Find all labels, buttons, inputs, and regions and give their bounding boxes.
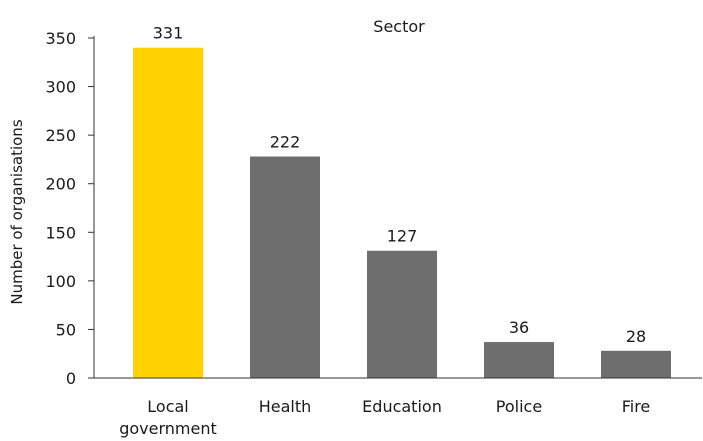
y-tick-label: 250 <box>45 126 76 145</box>
y-tick-label: 0 <box>66 369 76 388</box>
bars <box>133 47 671 378</box>
data-label: 127 <box>387 227 418 246</box>
bar-fire <box>601 350 671 378</box>
y-tick-label: 100 <box>45 272 76 291</box>
bar-local-government <box>133 47 203 378</box>
chart-title: Sector <box>373 17 425 36</box>
y-tick-label: 150 <box>45 223 76 242</box>
data-label: 28 <box>626 327 646 346</box>
y-tick-label: 50 <box>56 320 76 339</box>
y-axis-ticks: 0 50 100 150 200 250 300 350 <box>45 29 94 388</box>
data-label: 222 <box>270 133 301 152</box>
x-category-label: Local <box>147 397 188 416</box>
y-axis-title-group: Number of organisations <box>8 119 26 304</box>
y-axis-title: Number of organisations <box>8 119 26 304</box>
bar-police <box>484 342 554 378</box>
x-category-label: Police <box>496 397 542 416</box>
x-category-label: Health <box>259 397 312 416</box>
x-category-label: Fire <box>622 397 651 416</box>
x-category-label: Education <box>362 397 442 416</box>
bar-health <box>250 156 320 378</box>
y-tick-label: 300 <box>45 78 76 97</box>
x-category-label: government <box>119 419 217 438</box>
data-labels: 331 222 127 36 28 <box>153 24 646 346</box>
data-label: 331 <box>153 24 184 43</box>
y-tick-label: 200 <box>45 175 76 194</box>
data-label: 36 <box>509 318 529 337</box>
x-axis-labels: Local government Health Education Police Fire <box>119 397 650 438</box>
bar-education <box>367 250 437 378</box>
y-tick-label: 350 <box>45 29 76 48</box>
